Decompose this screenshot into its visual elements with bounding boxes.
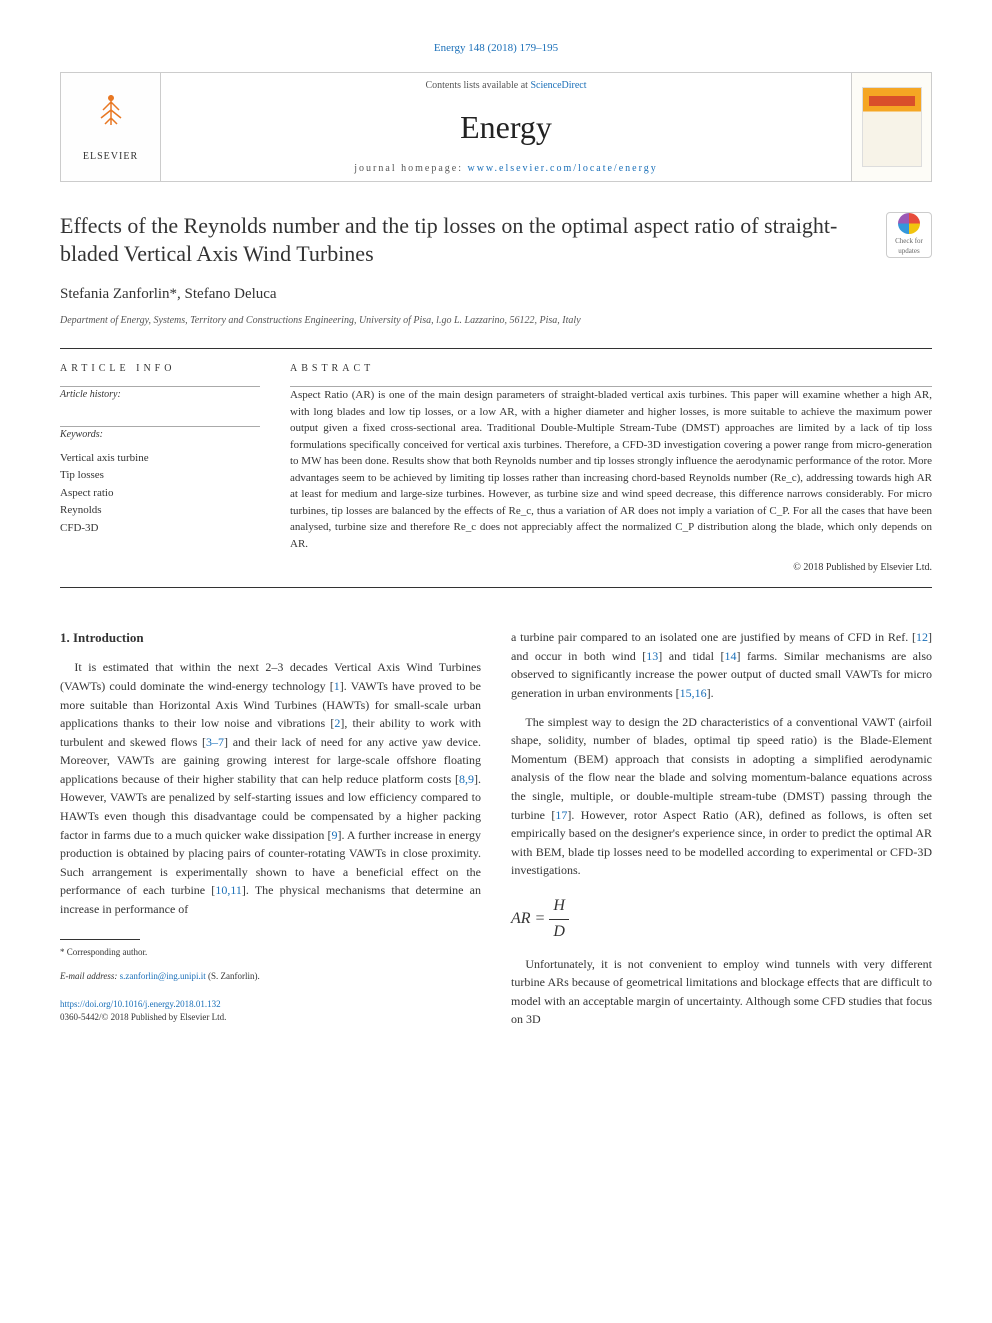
abstract-label: ABSTRACT — [290, 361, 932, 376]
formula: AR = HD — [511, 894, 932, 945]
article-history-label: Article history: — [60, 387, 260, 402]
cover-image — [862, 87, 922, 167]
ref-link[interactable]: 12 — [916, 630, 928, 644]
contents-prefix: Contents lists available at — [425, 80, 530, 91]
masthead: ELSEVIER Contents lists available at Sci… — [60, 72, 932, 182]
corresponding-author: * Corresponding author. — [60, 946, 481, 960]
abstract-column: ABSTRACT Aspect Ratio (AR) is one of the… — [290, 361, 932, 575]
elsevier-tree-icon — [91, 90, 131, 145]
article-info-label: ARTICLE INFO — [60, 361, 260, 376]
homepage-prefix: journal homepage: — [354, 163, 467, 174]
doi-link[interactable]: https://doi.org/10.1016/j.energy.2018.01… — [60, 999, 221, 1009]
journal-cover-thumb[interactable] — [851, 73, 931, 181]
contents-line: Contents lists available at ScienceDirec… — [161, 78, 851, 93]
section-heading: 1. Introduction — [60, 628, 481, 648]
publisher-logo[interactable]: ELSEVIER — [61, 73, 161, 181]
homepage-link[interactable]: www.elsevier.com/locate/energy — [467, 163, 657, 174]
divider — [60, 348, 932, 349]
ref-link[interactable]: 15,16 — [680, 686, 707, 700]
affiliation: Department of Energy, Systems, Territory… — [60, 313, 932, 328]
article-info-column: ARTICLE INFO Article history: Keywords: … — [60, 361, 260, 575]
email-line: E-mail address: s.zanforlin@ing.unipi.it… — [60, 970, 481, 984]
ref-link[interactable]: 13 — [646, 649, 658, 663]
crossmark-icon — [898, 213, 920, 234]
publisher-name: ELSEVIER — [83, 149, 138, 164]
body-columns: 1. Introduction It is estimated that wit… — [60, 628, 932, 1032]
body-paragraph: The simplest way to design the 2D charac… — [511, 713, 932, 880]
sciencedirect-link[interactable]: ScienceDirect — [530, 80, 586, 91]
abstract-text: Aspect Ratio (AR) is one of the main des… — [290, 387, 932, 552]
body-paragraph: a turbine pair compared to an isolated o… — [511, 628, 932, 702]
body-paragraph: It is estimated that within the next 2–3… — [60, 658, 481, 918]
ref-link[interactable]: 3–7 — [206, 735, 224, 749]
keyword: Tip losses — [60, 467, 260, 485]
header-citation[interactable]: Energy 148 (2018) 179–195 — [60, 40, 932, 57]
footnote-separator — [60, 939, 140, 940]
issn-line: 0360-5442/© 2018 Published by Elsevier L… — [60, 1012, 226, 1022]
keywords-list: Vertical axis turbine Tip losses Aspect … — [60, 450, 260, 538]
authors: Stefania Zanforlin*, Stefano Deluca — [60, 283, 932, 306]
ref-link[interactable]: 14 — [724, 649, 736, 663]
journal-name: Energy — [161, 103, 851, 151]
email-link[interactable]: s.zanforlin@ing.unipi.it — [120, 971, 206, 981]
ref-link[interactable]: 10,11 — [215, 883, 242, 897]
body-paragraph: Unfortunately, it is not convenient to e… — [511, 955, 932, 1029]
keyword: CFD-3D — [60, 520, 260, 538]
abstract-copyright: © 2018 Published by Elsevier Ltd. — [290, 560, 932, 575]
ref-link[interactable]: 17 — [555, 808, 567, 822]
keyword: Aspect ratio — [60, 485, 260, 503]
divider — [60, 587, 932, 588]
crossmark-text1: Check for — [895, 236, 923, 247]
ref-link[interactable]: 8,9 — [459, 772, 474, 786]
footer-block: https://doi.org/10.1016/j.energy.2018.01… — [60, 998, 481, 1026]
crossmark-text2: updates — [898, 246, 919, 257]
keywords-label: Keywords: — [60, 427, 260, 442]
homepage-line: journal homepage: www.elsevier.com/locat… — [161, 161, 851, 176]
masthead-center: Contents lists available at ScienceDirec… — [161, 73, 851, 181]
crossmark-badge[interactable]: Check for updates — [886, 212, 932, 258]
article-title: Effects of the Reynolds number and the t… — [60, 212, 866, 269]
keyword: Reynolds — [60, 502, 260, 520]
keyword: Vertical axis turbine — [60, 450, 260, 468]
